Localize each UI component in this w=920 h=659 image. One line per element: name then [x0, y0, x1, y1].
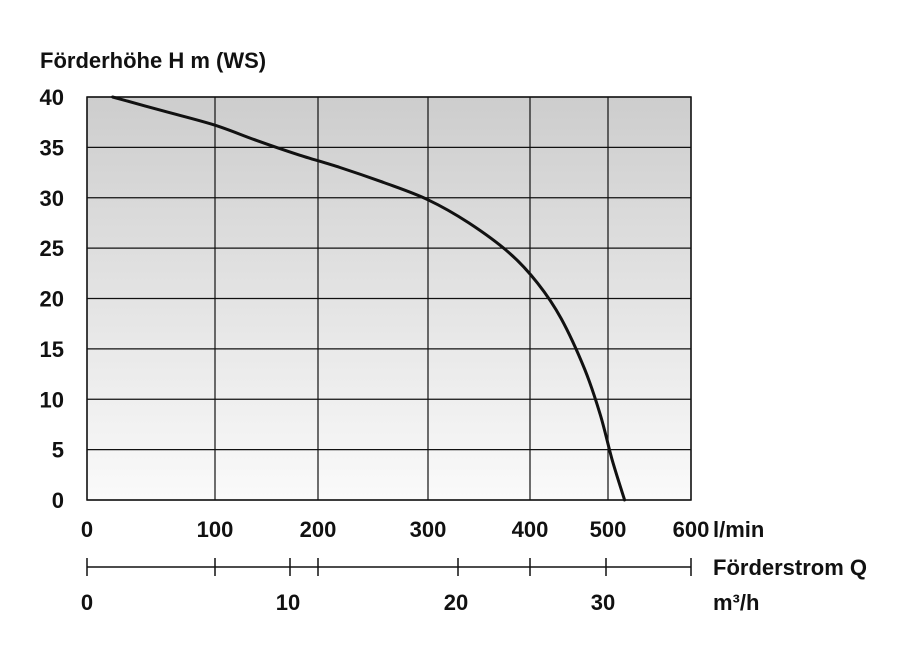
x-tick-label: 400 — [512, 517, 549, 542]
y-tick-label: 25 — [40, 236, 64, 261]
y-tick-label: 15 — [40, 337, 64, 362]
x-tick-label-m3h: 10 — [276, 590, 300, 615]
x-tick-label: 100 — [197, 517, 234, 542]
x-tick-labels-m3h: 0 10 20 30 — [81, 590, 615, 615]
x-tick-label: 200 — [300, 517, 337, 542]
y-tick-label: 0 — [52, 488, 64, 513]
y-tick-label: 35 — [40, 135, 64, 160]
x-tick-label: 500 — [590, 517, 627, 542]
x-tick-label: 300 — [410, 517, 447, 542]
y-tick-label: 40 — [40, 85, 64, 110]
y-tick-labels: 0 5 10 15 20 25 30 35 40 — [40, 85, 64, 513]
x-tick-label: 0 — [81, 517, 93, 542]
y-tick-label: 30 — [40, 186, 64, 211]
plot-frame — [86, 96, 692, 501]
x-tick-label: 600 — [673, 517, 710, 542]
y-tick-label: 5 — [52, 438, 64, 463]
pump-curve-line — [111, 95, 627, 502]
y-tick-label: 20 — [40, 287, 64, 312]
x-unit-secondary-label: m³/h — [713, 590, 759, 615]
x-tick-labels-lmin: 0 100 200 300 400 500 600 — [81, 517, 709, 542]
x-unit-primary-label: l/min — [713, 517, 764, 542]
x-tick-label-m3h: 20 — [444, 590, 468, 615]
y-tick-label: 10 — [40, 387, 64, 412]
x-tick-label-m3h: 30 — [591, 590, 615, 615]
y-axis-label: Förderhöhe H m (WS) — [40, 48, 266, 73]
x-tick-label-m3h: 0 — [81, 590, 93, 615]
secondary-axis-ticks — [86, 558, 692, 576]
x-axis-label: Förderstrom Q — [713, 555, 867, 580]
